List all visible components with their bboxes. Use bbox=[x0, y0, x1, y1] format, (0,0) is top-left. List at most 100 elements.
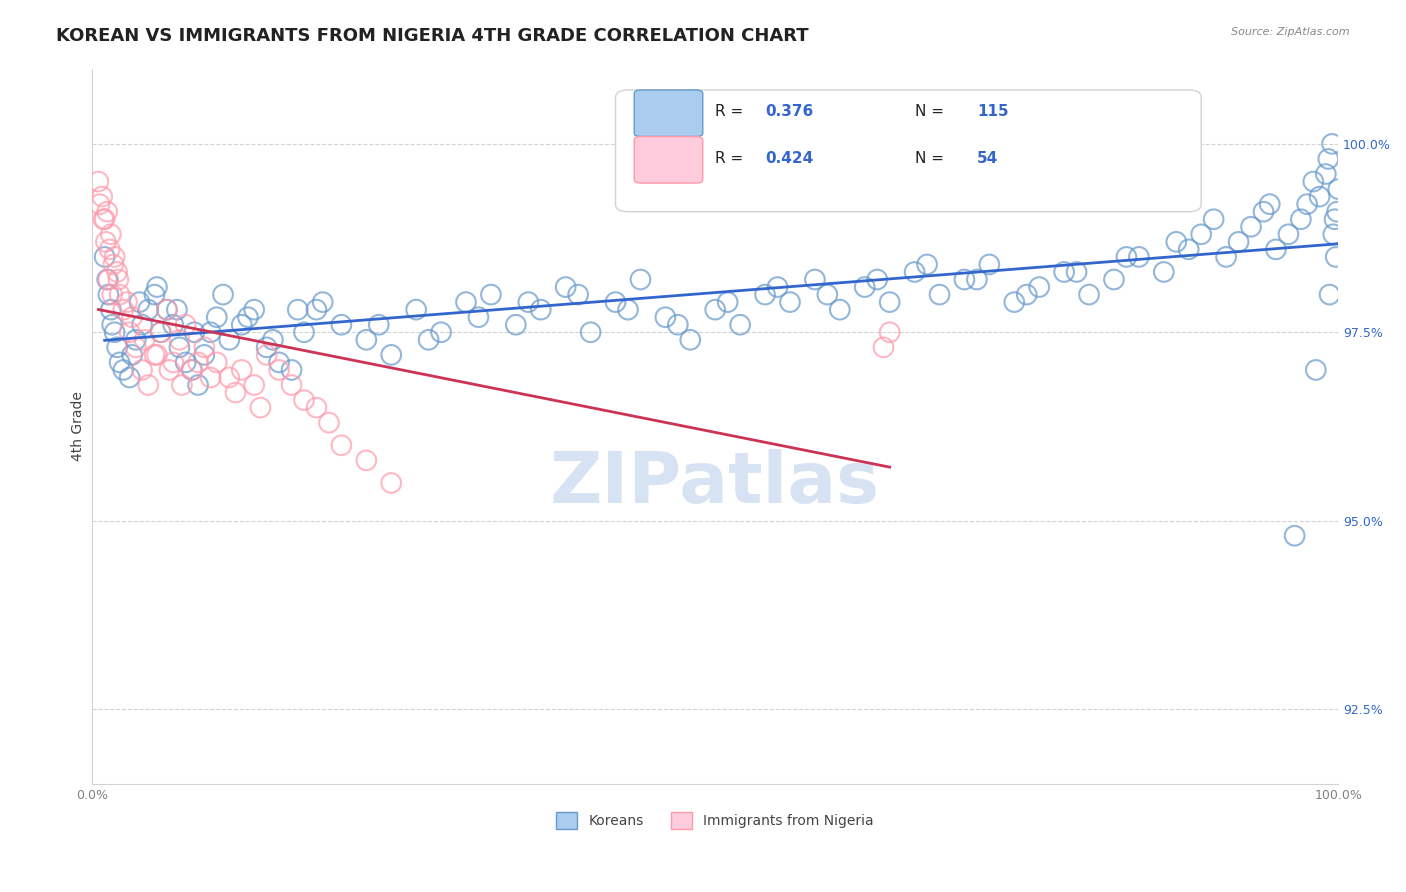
Point bbox=[1240, 219, 1263, 234]
Point bbox=[193, 348, 215, 362]
Point bbox=[430, 325, 453, 339]
Point bbox=[104, 250, 127, 264]
Point bbox=[915, 257, 938, 271]
Point bbox=[146, 280, 169, 294]
Point bbox=[312, 295, 335, 310]
Text: R =: R = bbox=[716, 104, 748, 119]
Point bbox=[287, 302, 309, 317]
Point bbox=[903, 265, 925, 279]
Point bbox=[1115, 250, 1137, 264]
Point bbox=[269, 363, 291, 377]
Point bbox=[579, 325, 602, 339]
Point bbox=[305, 302, 328, 317]
Point bbox=[728, 318, 751, 332]
Point bbox=[1277, 227, 1299, 242]
Point bbox=[205, 310, 228, 325]
Point bbox=[1128, 250, 1150, 264]
Point bbox=[149, 325, 172, 339]
Point bbox=[105, 265, 128, 279]
Point bbox=[218, 333, 240, 347]
FancyBboxPatch shape bbox=[634, 136, 703, 183]
Text: N =: N = bbox=[914, 104, 949, 119]
FancyBboxPatch shape bbox=[634, 90, 703, 136]
Point bbox=[243, 378, 266, 392]
Point bbox=[1177, 243, 1199, 257]
FancyBboxPatch shape bbox=[616, 90, 1201, 211]
Point bbox=[131, 318, 153, 332]
Point bbox=[828, 302, 851, 317]
Point bbox=[236, 310, 259, 325]
Point bbox=[1322, 227, 1344, 242]
Point bbox=[1166, 235, 1188, 249]
Point bbox=[1319, 287, 1341, 301]
Point bbox=[94, 235, 117, 249]
Text: ZIPatlas: ZIPatlas bbox=[550, 450, 880, 518]
Point bbox=[169, 333, 191, 347]
Point bbox=[118, 325, 141, 339]
Point bbox=[704, 302, 727, 317]
Text: 115: 115 bbox=[977, 104, 1008, 119]
Point bbox=[1284, 529, 1306, 543]
Point bbox=[187, 355, 209, 369]
Point bbox=[1066, 265, 1088, 279]
Point bbox=[118, 370, 141, 384]
Point bbox=[1053, 265, 1076, 279]
Point bbox=[256, 348, 278, 362]
Point bbox=[530, 302, 553, 317]
Point bbox=[87, 175, 110, 189]
Point bbox=[200, 325, 222, 339]
Point bbox=[1305, 363, 1327, 377]
Point bbox=[96, 272, 118, 286]
Point bbox=[134, 333, 156, 347]
Point bbox=[1258, 197, 1281, 211]
Point bbox=[554, 280, 576, 294]
Point bbox=[418, 333, 440, 347]
Point bbox=[605, 295, 627, 310]
Point bbox=[467, 310, 489, 325]
Point bbox=[1317, 152, 1340, 166]
Point bbox=[128, 295, 150, 310]
Point bbox=[1315, 167, 1337, 181]
Point bbox=[517, 295, 540, 310]
Point bbox=[97, 287, 120, 301]
Point bbox=[193, 340, 215, 354]
Point bbox=[1320, 136, 1343, 151]
Point bbox=[1215, 250, 1237, 264]
Point bbox=[91, 189, 114, 203]
Point bbox=[125, 333, 148, 347]
Point bbox=[292, 325, 315, 339]
Point bbox=[1296, 197, 1319, 211]
Point bbox=[567, 287, 589, 301]
Point bbox=[162, 355, 184, 369]
Point bbox=[853, 280, 876, 294]
Point bbox=[1102, 272, 1125, 286]
Point bbox=[156, 302, 179, 317]
Point bbox=[262, 333, 284, 347]
Text: Source: ZipAtlas.com: Source: ZipAtlas.com bbox=[1232, 27, 1350, 37]
Point bbox=[174, 355, 197, 369]
Point bbox=[149, 325, 172, 339]
Point bbox=[96, 204, 118, 219]
Point bbox=[356, 333, 378, 347]
Point bbox=[143, 287, 166, 301]
Point bbox=[717, 295, 740, 310]
Point bbox=[162, 318, 184, 332]
Point bbox=[243, 302, 266, 317]
Point bbox=[953, 272, 976, 286]
Point bbox=[166, 302, 188, 317]
Point bbox=[169, 340, 191, 354]
Point bbox=[224, 385, 246, 400]
Text: N =: N = bbox=[914, 151, 949, 166]
Point bbox=[405, 302, 427, 317]
Text: KOREAN VS IMMIGRANTS FROM NIGERIA 4TH GRADE CORRELATION CHART: KOREAN VS IMMIGRANTS FROM NIGERIA 4TH GR… bbox=[56, 27, 808, 45]
Point bbox=[97, 272, 120, 286]
Point bbox=[200, 370, 222, 384]
Text: 0.424: 0.424 bbox=[765, 151, 813, 166]
Point bbox=[280, 363, 302, 377]
Point bbox=[256, 340, 278, 354]
Point bbox=[93, 250, 115, 264]
Point bbox=[101, 287, 124, 301]
Point bbox=[156, 302, 179, 317]
Point bbox=[159, 363, 181, 377]
Point bbox=[766, 280, 789, 294]
